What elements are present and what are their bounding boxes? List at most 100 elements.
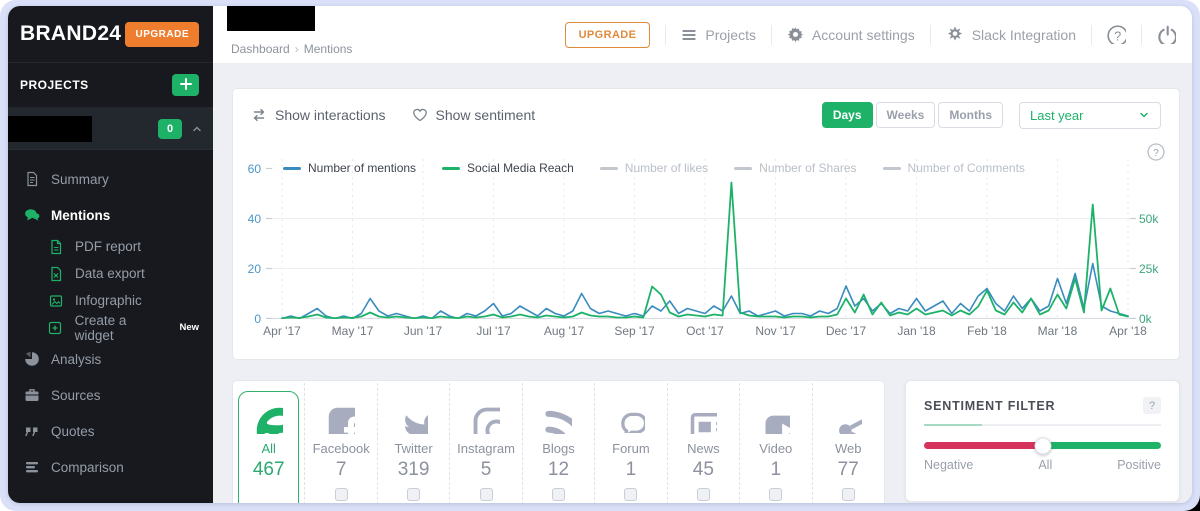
sidebar-item-summary[interactable]: Summary bbox=[8, 161, 213, 197]
source-count: 45 bbox=[692, 459, 714, 480]
pie-icon bbox=[22, 351, 41, 367]
legend-dash bbox=[599, 166, 618, 170]
help-icon[interactable]: ? bbox=[1107, 25, 1126, 44]
sidebar-item-analysis[interactable]: Analysis bbox=[8, 341, 213, 377]
nav-item-account-settings[interactable]: Account settings bbox=[787, 26, 915, 43]
source-checkbox[interactable] bbox=[696, 488, 710, 501]
source-filter-news[interactable]: News 45 bbox=[666, 383, 739, 503]
x-tick-label: Mar '18 bbox=[1037, 324, 1078, 338]
source-name: Instagram bbox=[457, 441, 515, 456]
sidebar-item-mentions[interactable]: Mentions bbox=[8, 197, 213, 233]
source-name: All bbox=[261, 441, 276, 456]
nav-item-slack-integration[interactable]: Slack Integration bbox=[946, 26, 1076, 43]
slack-gear-icon bbox=[946, 26, 964, 43]
sidebar-item-label: PDF report bbox=[75, 239, 142, 254]
legend-item-number-of-shares[interactable]: Number of Shares bbox=[734, 161, 857, 175]
source-filter-facebook[interactable]: Facebook 7 bbox=[304, 383, 376, 503]
sidebar-item-sources[interactable]: Sources bbox=[8, 377, 213, 413]
document-icon bbox=[22, 171, 41, 187]
widget-icon bbox=[46, 320, 65, 336]
sentiment-help-icon[interactable]: ? bbox=[1143, 397, 1161, 414]
sidebar-item-label: Quotes bbox=[51, 423, 95, 439]
facebook-icon bbox=[327, 403, 356, 437]
source-count: 1 bbox=[625, 459, 637, 480]
legend-label: Social Media Reach bbox=[467, 161, 574, 175]
x-tick-label: Jan '18 bbox=[897, 324, 936, 338]
nav-item-label: Account settings bbox=[811, 26, 915, 43]
sidebar-item-label: Data export bbox=[75, 266, 145, 281]
sidebar-item-data-export[interactable]: Data export bbox=[8, 260, 213, 287]
period-button-months[interactable]: Months bbox=[938, 102, 1003, 128]
sidebar-item-label: Create a widget bbox=[74, 312, 127, 343]
sidebar-item-label: Mentions bbox=[51, 207, 111, 223]
chart-toggles: Show interactions Show sentiment bbox=[251, 107, 535, 123]
source-filter-forum[interactable]: Forum 1 bbox=[594, 383, 666, 503]
sidebar-item-pdf-report[interactable]: PDF report bbox=[8, 233, 213, 260]
source-filter-blogs[interactable]: Blogs 12 bbox=[521, 383, 594, 503]
legend-item-number-of-mentions[interactable]: Number of mentions bbox=[283, 161, 416, 175]
x-tick-label: Aug '17 bbox=[543, 324, 585, 338]
source-name: Forum bbox=[612, 441, 650, 456]
source-name: Twitter bbox=[394, 441, 433, 456]
main-content: Show interactions Show sentiment Days Week… bbox=[213, 63, 1192, 503]
chevron-up-icon[interactable] bbox=[191, 123, 203, 135]
source-filter-video[interactable]: Video 1 bbox=[739, 383, 811, 503]
source-checkbox[interactable] bbox=[769, 488, 783, 501]
period-button-days[interactable]: Days bbox=[821, 102, 873, 128]
chart-help-icon[interactable]: ? bbox=[1147, 143, 1165, 161]
source-filter-instagram[interactable]: Instagram 5 bbox=[449, 383, 521, 503]
logout-icon[interactable] bbox=[1157, 25, 1176, 44]
project-row[interactable]: 0 bbox=[8, 108, 213, 150]
source-filter-web[interactable]: Web 77 bbox=[811, 383, 884, 503]
period-button-weeks[interactable]: Weeks bbox=[875, 102, 936, 128]
legend-item-number-of-comments[interactable]: Number of Comments bbox=[882, 161, 1025, 175]
chat-icon bbox=[22, 208, 41, 223]
topbar-upgrade-button[interactable]: UPGRADE bbox=[564, 21, 651, 48]
breadcrumb-dashboard[interactable]: Dashboard bbox=[231, 42, 290, 56]
sidebar-item-quotes[interactable]: Quotes bbox=[8, 413, 213, 449]
sentiment-slider-track[interactable] bbox=[924, 437, 1161, 454]
sidebar-item-create-a-widget[interactable]: Create a widget New bbox=[8, 312, 213, 343]
source-count: 7 bbox=[335, 459, 347, 480]
sidebar-item-comparison[interactable]: Comparison bbox=[8, 449, 213, 485]
source-checkbox[interactable] bbox=[624, 488, 638, 501]
heart-icon bbox=[412, 107, 428, 123]
source-checkbox[interactable] bbox=[551, 488, 565, 501]
sidebar-upgrade-button[interactable]: UPGRADE bbox=[125, 21, 199, 47]
date-range-value: Last year bbox=[1030, 107, 1084, 123]
nav-item-projects[interactable]: Projects bbox=[681, 27, 756, 43]
sentiment-slider-handle[interactable] bbox=[1034, 437, 1051, 454]
legend-item-social-media-reach[interactable]: Social Media Reach bbox=[442, 161, 574, 175]
source-name: Web bbox=[834, 441, 862, 456]
source-checkbox[interactable] bbox=[841, 488, 855, 501]
period-buttons: Days Weeks Months bbox=[821, 102, 1003, 128]
legend-label: Number of likes bbox=[624, 161, 709, 175]
source-filter-twitter[interactable]: Twitter 319 bbox=[376, 383, 449, 503]
x-tick-label: Feb '18 bbox=[967, 324, 1007, 338]
nav-item-label: Slack Integration bbox=[971, 26, 1076, 43]
sidebar-item-infographic[interactable]: Infographic bbox=[8, 287, 213, 314]
nav-separator bbox=[665, 24, 667, 45]
new-badge: New bbox=[179, 322, 199, 333]
legend-label: Number of mentions bbox=[308, 161, 417, 175]
date-range-select[interactable]: Last year bbox=[1019, 101, 1161, 129]
source-count: 12 bbox=[547, 459, 570, 480]
legend-dash bbox=[882, 166, 901, 170]
toggle-show-sentiment[interactable]: Show sentiment bbox=[412, 107, 535, 123]
legend-item-number-of-likes[interactable]: Number of likes bbox=[599, 161, 709, 175]
toggle-show-interactions[interactable]: Show interactions bbox=[251, 107, 386, 123]
x-tick-label: Dec '17 bbox=[825, 324, 867, 338]
source-checkbox[interactable] bbox=[334, 488, 348, 501]
source-checkbox[interactable] bbox=[407, 488, 421, 501]
sentiment-label-negative[interactable]: Negative bbox=[924, 458, 974, 472]
redacted-project-name bbox=[8, 115, 92, 142]
briefcase-icon bbox=[22, 387, 41, 403]
sentiment-label-positive[interactable]: Positive bbox=[1117, 458, 1161, 472]
source-checkbox[interactable] bbox=[479, 488, 493, 501]
legend-label: Number of Shares bbox=[759, 161, 857, 175]
y-tick-right: 50k bbox=[1139, 212, 1159, 226]
x-tick-label: Jun '17 bbox=[403, 324, 443, 338]
source-filter-all[interactable]: All 467 bbox=[233, 383, 304, 503]
sentiment-label-all[interactable]: All bbox=[1038, 458, 1053, 472]
add-project-button[interactable] bbox=[172, 74, 199, 96]
